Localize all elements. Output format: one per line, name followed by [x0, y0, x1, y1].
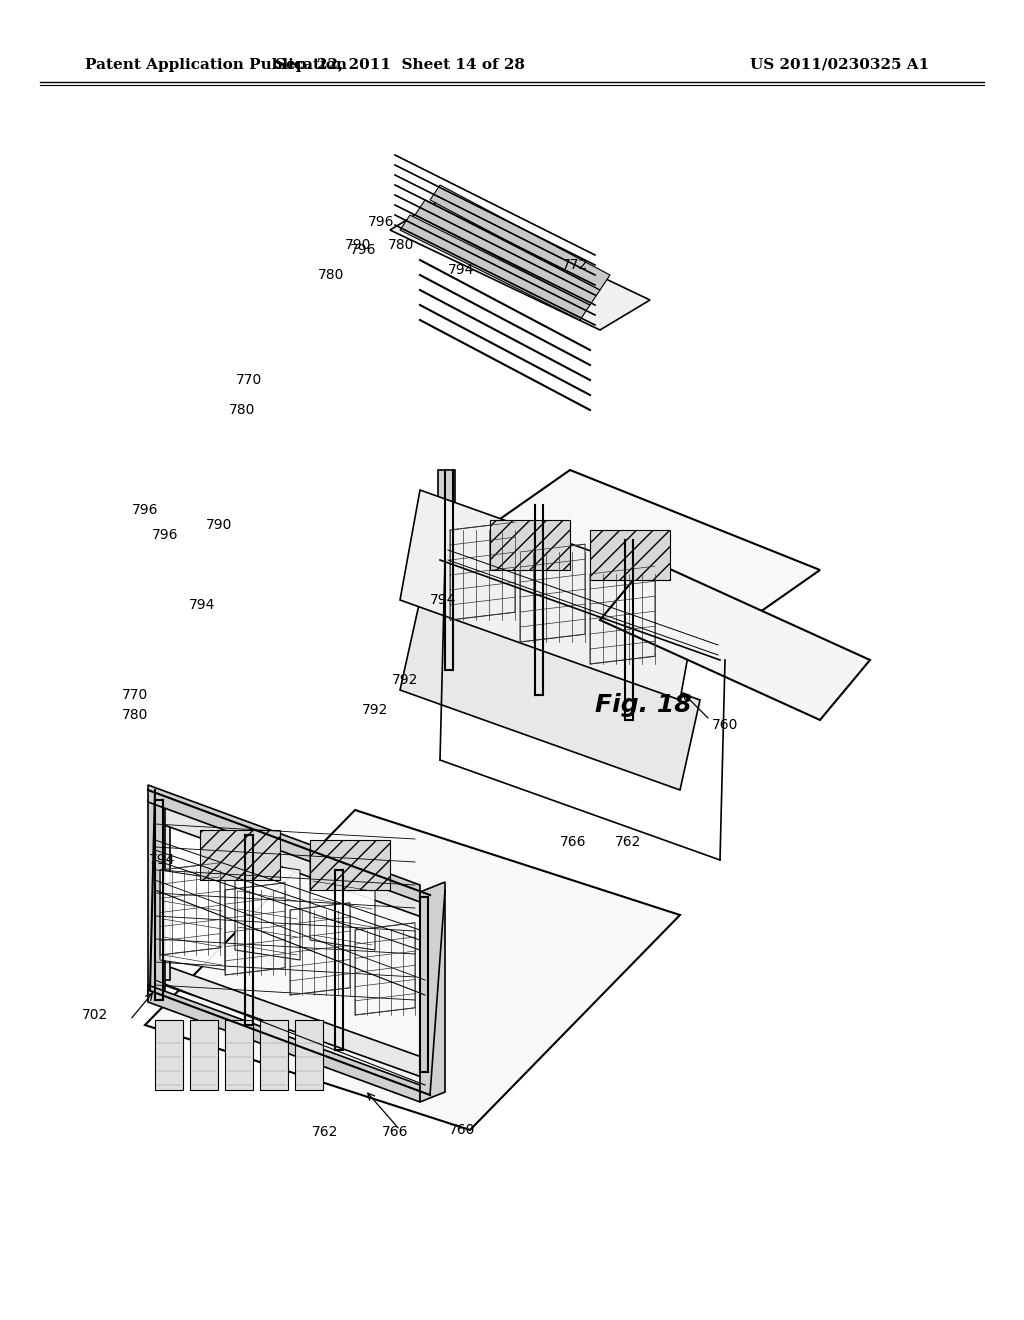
- Polygon shape: [390, 201, 650, 330]
- Polygon shape: [470, 470, 820, 640]
- Polygon shape: [150, 820, 170, 979]
- Text: 766: 766: [560, 836, 587, 849]
- Polygon shape: [150, 960, 430, 1080]
- Polygon shape: [160, 870, 225, 970]
- Text: 780: 780: [122, 708, 148, 722]
- Bar: [200, 830, 280, 880]
- Text: 794: 794: [430, 593, 457, 607]
- Text: 796: 796: [152, 528, 178, 543]
- Text: 770: 770: [122, 688, 148, 702]
- Text: Fig. 18: Fig. 18: [595, 693, 691, 717]
- Bar: [155, 1020, 183, 1090]
- Bar: [295, 1020, 323, 1090]
- Text: 766: 766: [382, 1125, 409, 1139]
- Text: 780: 780: [318, 268, 344, 282]
- Text: 794: 794: [449, 263, 474, 277]
- Polygon shape: [150, 800, 430, 920]
- Polygon shape: [310, 850, 375, 950]
- Text: 772: 772: [562, 257, 588, 272]
- Text: 770: 770: [236, 374, 262, 387]
- Polygon shape: [148, 800, 165, 1001]
- Text: 796: 796: [350, 243, 377, 257]
- Text: 760: 760: [449, 1123, 475, 1137]
- Text: 790: 790: [206, 517, 232, 532]
- Text: 790: 790: [345, 238, 372, 252]
- Polygon shape: [145, 810, 680, 1130]
- Bar: [590, 531, 670, 579]
- Polygon shape: [234, 861, 300, 960]
- Polygon shape: [400, 601, 700, 789]
- Text: 780: 780: [228, 403, 255, 417]
- Polygon shape: [430, 185, 610, 290]
- Text: US 2011/0230325 A1: US 2011/0230325 A1: [750, 58, 929, 73]
- Text: 762: 762: [312, 1125, 338, 1139]
- Text: Sep. 22, 2011  Sheet 14 of 28: Sep. 22, 2011 Sheet 14 of 28: [275, 58, 525, 73]
- Polygon shape: [415, 201, 600, 305]
- Text: 796: 796: [368, 215, 394, 228]
- Bar: [490, 520, 570, 570]
- Polygon shape: [400, 490, 700, 700]
- Polygon shape: [420, 882, 445, 1102]
- Text: 794: 794: [188, 598, 215, 612]
- Text: 792: 792: [362, 704, 388, 717]
- Polygon shape: [438, 470, 455, 671]
- Text: 792: 792: [392, 673, 419, 686]
- Polygon shape: [148, 785, 420, 902]
- Bar: [310, 840, 390, 890]
- Bar: [260, 1020, 288, 1090]
- Text: 762: 762: [615, 836, 641, 849]
- Text: 796: 796: [131, 503, 158, 517]
- Text: 702: 702: [82, 1008, 108, 1022]
- Bar: [190, 1020, 218, 1090]
- Polygon shape: [600, 560, 870, 719]
- Polygon shape: [400, 215, 590, 319]
- Bar: [225, 1020, 253, 1090]
- Text: 780: 780: [388, 238, 415, 252]
- Text: Patent Application Publication: Patent Application Publication: [85, 58, 347, 73]
- Text: 760: 760: [712, 718, 738, 733]
- Polygon shape: [148, 985, 420, 1102]
- Text: 794: 794: [148, 853, 175, 867]
